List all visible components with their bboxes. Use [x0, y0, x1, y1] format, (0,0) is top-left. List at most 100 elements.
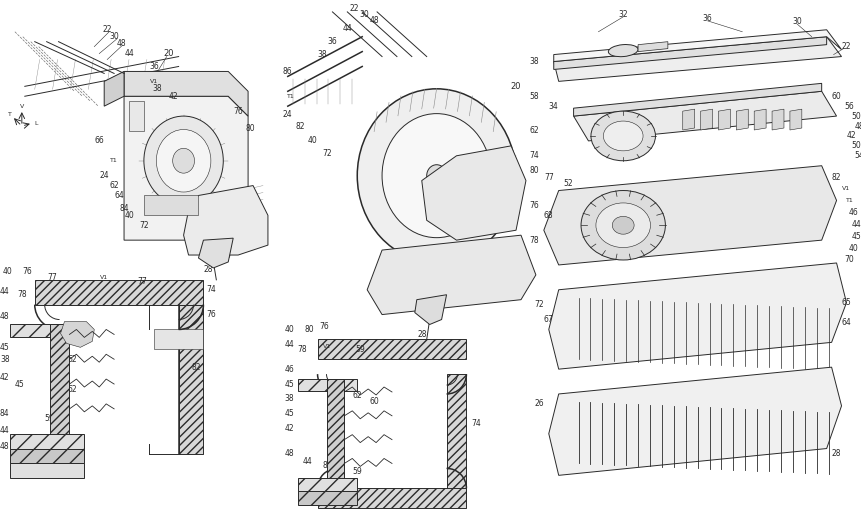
Text: 30: 30 [792, 17, 802, 26]
Text: 45: 45 [15, 380, 25, 388]
Text: T1: T1 [110, 159, 118, 163]
Ellipse shape [596, 203, 651, 248]
Text: 42: 42 [169, 92, 178, 101]
Text: 22: 22 [102, 25, 112, 34]
Text: 22: 22 [842, 42, 852, 51]
Text: 62: 62 [68, 384, 77, 394]
Polygon shape [754, 109, 766, 130]
Text: 66: 66 [95, 136, 104, 146]
Text: 20: 20 [164, 49, 174, 58]
Text: 36: 36 [327, 37, 338, 46]
Text: 59: 59 [356, 345, 365, 354]
Text: 30: 30 [359, 10, 369, 19]
Text: 44: 44 [0, 287, 9, 296]
Polygon shape [772, 109, 784, 130]
Text: 36: 36 [149, 62, 158, 71]
Polygon shape [718, 109, 730, 130]
Polygon shape [124, 96, 248, 240]
Polygon shape [367, 235, 536, 314]
Text: V1: V1 [842, 186, 851, 191]
Ellipse shape [382, 113, 492, 238]
Text: 65: 65 [841, 298, 852, 307]
Text: 80: 80 [305, 325, 314, 334]
Text: V1: V1 [324, 344, 331, 349]
Text: 38: 38 [285, 394, 294, 404]
Text: 48: 48 [285, 449, 294, 458]
Text: 48: 48 [855, 122, 861, 131]
Text: 62: 62 [109, 181, 119, 190]
Text: 45: 45 [0, 343, 9, 352]
Text: 45: 45 [285, 380, 294, 388]
Text: 26: 26 [455, 251, 464, 260]
Text: 82: 82 [194, 231, 203, 240]
Text: 60: 60 [59, 419, 70, 428]
Text: 82: 82 [832, 173, 841, 182]
Text: 80: 80 [529, 166, 539, 175]
Text: 84: 84 [119, 204, 129, 213]
Polygon shape [60, 322, 94, 348]
Text: 80: 80 [35, 325, 45, 334]
Polygon shape [10, 449, 84, 464]
Text: 77: 77 [47, 274, 58, 282]
Ellipse shape [173, 148, 195, 173]
Polygon shape [327, 379, 344, 488]
Ellipse shape [604, 121, 643, 151]
Ellipse shape [591, 111, 655, 161]
Text: 36: 36 [703, 15, 712, 23]
Polygon shape [104, 71, 124, 106]
Text: 77: 77 [544, 173, 554, 182]
Text: T: T [8, 111, 12, 117]
Polygon shape [124, 71, 248, 116]
Text: 77: 77 [137, 277, 146, 286]
Polygon shape [548, 367, 841, 476]
Ellipse shape [157, 130, 211, 192]
Polygon shape [34, 280, 203, 305]
Text: 78: 78 [17, 290, 27, 299]
Text: T1: T1 [846, 198, 853, 203]
Text: 40: 40 [124, 211, 133, 220]
Text: 44: 44 [285, 340, 294, 349]
Polygon shape [10, 434, 84, 449]
Ellipse shape [144, 116, 223, 206]
Text: 48: 48 [369, 17, 379, 25]
Text: L: L [34, 121, 38, 125]
Text: 68: 68 [544, 211, 554, 220]
Polygon shape [10, 464, 84, 478]
Text: 62: 62 [352, 392, 362, 400]
Text: V1: V1 [100, 276, 108, 280]
Text: 80: 80 [245, 124, 255, 134]
Text: 56: 56 [845, 102, 854, 111]
Text: 76: 76 [207, 310, 216, 319]
Polygon shape [554, 30, 841, 62]
Text: 72: 72 [139, 221, 149, 230]
Text: 44: 44 [343, 24, 352, 33]
Text: T1: T1 [287, 94, 294, 99]
Polygon shape [554, 37, 827, 69]
Polygon shape [554, 37, 841, 81]
Polygon shape [129, 101, 144, 131]
Text: 64: 64 [841, 318, 852, 327]
Text: 48: 48 [116, 39, 126, 48]
Text: 60: 60 [54, 330, 65, 339]
Text: 86: 86 [283, 67, 293, 76]
Text: 82: 82 [323, 461, 332, 470]
Text: 24: 24 [99, 171, 109, 180]
Polygon shape [50, 324, 70, 453]
Text: 44: 44 [852, 220, 861, 229]
Text: 62: 62 [529, 126, 539, 136]
Ellipse shape [609, 45, 638, 56]
Text: 44: 44 [124, 49, 133, 58]
Text: 58: 58 [529, 92, 539, 101]
Text: 78: 78 [529, 236, 539, 244]
Polygon shape [790, 109, 802, 130]
Text: 60: 60 [832, 92, 841, 101]
Text: 42: 42 [0, 372, 9, 382]
Text: 50: 50 [852, 141, 861, 150]
Text: 26: 26 [534, 399, 543, 408]
Text: 82: 82 [192, 363, 201, 372]
Text: 82: 82 [30, 434, 40, 443]
Polygon shape [154, 329, 203, 349]
Polygon shape [318, 488, 467, 508]
Polygon shape [144, 195, 199, 215]
Text: 45: 45 [852, 232, 861, 241]
